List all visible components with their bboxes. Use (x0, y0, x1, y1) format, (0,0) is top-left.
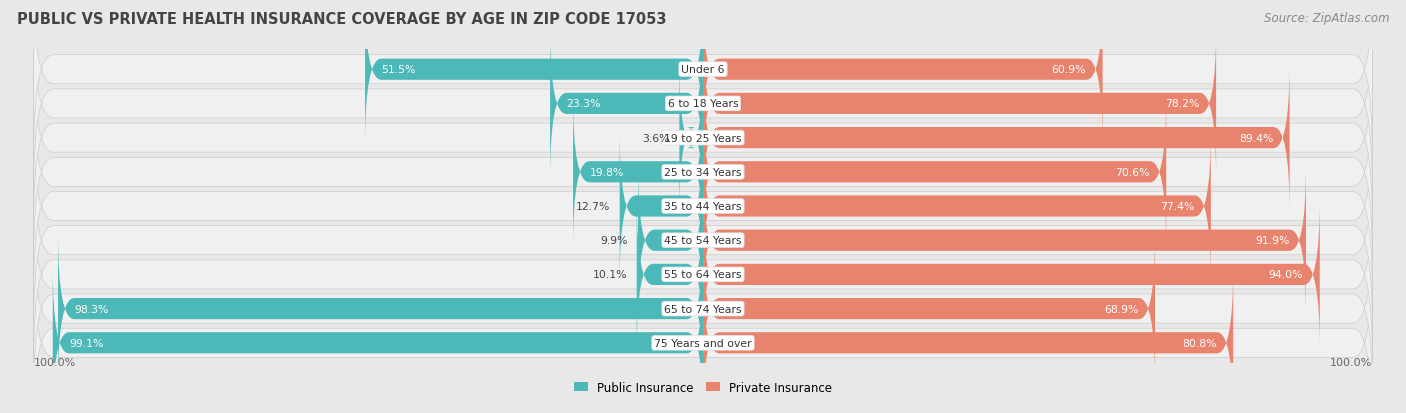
Text: 10.1%: 10.1% (592, 270, 627, 280)
Text: Source: ZipAtlas.com: Source: ZipAtlas.com (1264, 12, 1389, 25)
FancyBboxPatch shape (366, 0, 703, 145)
FancyBboxPatch shape (703, 200, 1320, 349)
Text: 68.9%: 68.9% (1104, 304, 1139, 314)
Text: 45 to 54 Years: 45 to 54 Years (664, 236, 742, 246)
FancyBboxPatch shape (620, 132, 703, 281)
FancyBboxPatch shape (550, 29, 703, 179)
FancyBboxPatch shape (34, 255, 1372, 413)
FancyBboxPatch shape (703, 166, 1306, 316)
Text: 9.9%: 9.9% (600, 236, 628, 246)
Legend: Public Insurance, Private Insurance: Public Insurance, Private Insurance (569, 376, 837, 399)
FancyBboxPatch shape (574, 97, 703, 247)
FancyBboxPatch shape (703, 97, 1166, 247)
Text: 19 to 25 Years: 19 to 25 Years (664, 133, 742, 143)
Text: 6 to 18 Years: 6 to 18 Years (668, 99, 738, 109)
Text: 94.0%: 94.0% (1268, 270, 1303, 280)
Text: 78.2%: 78.2% (1166, 99, 1199, 109)
Text: 23.3%: 23.3% (567, 99, 600, 109)
Text: 25 to 34 Years: 25 to 34 Years (664, 167, 742, 177)
FancyBboxPatch shape (34, 16, 1372, 192)
Text: 51.5%: 51.5% (381, 65, 416, 75)
FancyBboxPatch shape (703, 29, 1216, 179)
FancyBboxPatch shape (703, 132, 1211, 281)
FancyBboxPatch shape (679, 64, 703, 213)
Text: 65 to 74 Years: 65 to 74 Years (664, 304, 742, 314)
Text: 60.9%: 60.9% (1052, 65, 1087, 75)
FancyBboxPatch shape (637, 200, 703, 349)
Text: 99.1%: 99.1% (69, 338, 104, 348)
Text: Under 6: Under 6 (682, 65, 724, 75)
Text: 77.4%: 77.4% (1160, 202, 1195, 211)
Text: 70.6%: 70.6% (1115, 167, 1150, 177)
FancyBboxPatch shape (34, 50, 1372, 226)
Text: 100.0%: 100.0% (1330, 357, 1372, 367)
Text: 98.3%: 98.3% (75, 304, 108, 314)
FancyBboxPatch shape (34, 153, 1372, 328)
Text: 55 to 64 Years: 55 to 64 Years (664, 270, 742, 280)
Text: 80.8%: 80.8% (1182, 338, 1216, 348)
Text: PUBLIC VS PRIVATE HEALTH INSURANCE COVERAGE BY AGE IN ZIP CODE 17053: PUBLIC VS PRIVATE HEALTH INSURANCE COVER… (17, 12, 666, 27)
Text: 3.6%: 3.6% (643, 133, 669, 143)
Text: 35 to 44 Years: 35 to 44 Years (664, 202, 742, 211)
FancyBboxPatch shape (34, 85, 1372, 260)
Text: 12.7%: 12.7% (575, 202, 610, 211)
FancyBboxPatch shape (53, 268, 703, 413)
FancyBboxPatch shape (34, 119, 1372, 294)
FancyBboxPatch shape (58, 234, 703, 384)
Text: 19.8%: 19.8% (589, 167, 624, 177)
FancyBboxPatch shape (34, 187, 1372, 363)
FancyBboxPatch shape (34, 221, 1372, 397)
Text: 91.9%: 91.9% (1256, 236, 1289, 246)
FancyBboxPatch shape (638, 166, 703, 316)
Text: 75 Years and over: 75 Years and over (654, 338, 752, 348)
FancyBboxPatch shape (34, 0, 1372, 158)
FancyBboxPatch shape (703, 234, 1156, 384)
Text: 100.0%: 100.0% (34, 357, 76, 367)
FancyBboxPatch shape (703, 268, 1233, 413)
FancyBboxPatch shape (703, 0, 1102, 145)
FancyBboxPatch shape (703, 64, 1289, 213)
Text: 89.4%: 89.4% (1239, 133, 1274, 143)
